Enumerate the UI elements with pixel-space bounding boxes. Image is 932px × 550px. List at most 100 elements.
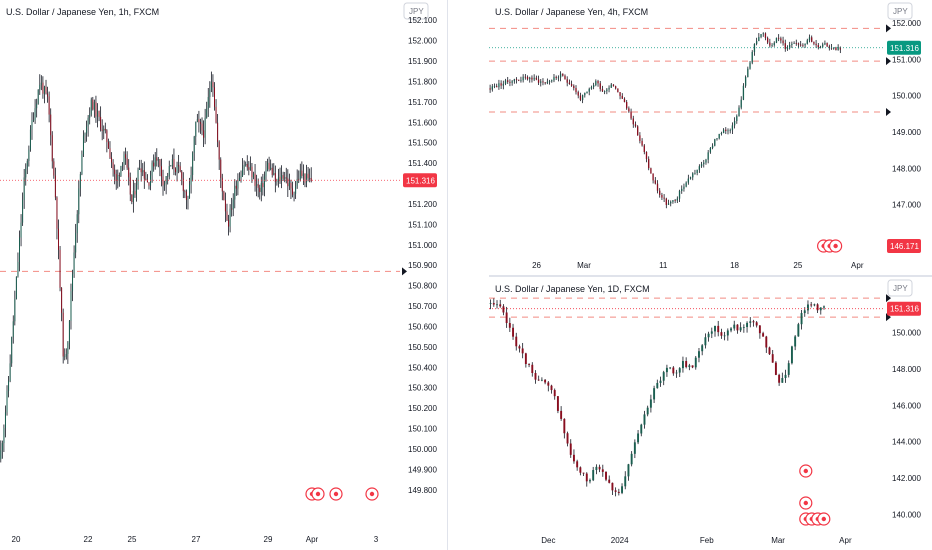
candle-body [603, 91, 606, 92]
candle-body [59, 249, 61, 288]
candle-body [749, 321, 752, 323]
pane-divider-vertical[interactable] [447, 0, 448, 550]
candle-body [260, 183, 262, 192]
candle-body [819, 46, 822, 48]
candle-body [592, 470, 595, 481]
candle-body [755, 322, 758, 326]
price-axis[interactable] [400, 0, 447, 550]
candle-body [165, 176, 167, 184]
candle-body [758, 325, 761, 334]
y-tick-label: 150.300 [408, 384, 437, 393]
candle-body [722, 129, 725, 133]
chart-pane-1d[interactable]: U.S. Dollar / Japanese Yen, 1D, FXCM JPY 1… [489, 277, 932, 550]
candle-body [234, 185, 236, 200]
y-tick-label: 152.000 [892, 19, 921, 28]
candle-body [808, 37, 811, 41]
candle-body [23, 177, 25, 200]
candle-body [581, 95, 584, 101]
candle-body [134, 190, 136, 195]
candle-body [826, 42, 828, 47]
candle-body [698, 166, 701, 170]
candle-body [301, 170, 303, 176]
chart-pane-1h[interactable]: U.S. Dollar / Japanese Yen, 1h, FXCM JPY 1… [0, 0, 447, 550]
y-tick-label: 150.500 [408, 343, 437, 352]
candle-body [498, 83, 500, 88]
candle-body [760, 34, 762, 37]
chart-1h[interactable]: U.S. Dollar / Japanese Yen, 1h, FXCM JPY1… [0, 0, 447, 550]
price-axis[interactable] [885, 277, 932, 550]
currency-box[interactable] [403, 2, 429, 20]
candle-body [768, 347, 771, 355]
candle-body [771, 354, 774, 363]
y-tick-label: 150.000 [892, 92, 921, 101]
candle-body [82, 135, 84, 155]
chart-4h[interactable]: U.S. Dollar / Japanese Yen, 4h, FXCM JPY 1… [489, 0, 932, 275]
last-price-badge[interactable] [887, 40, 921, 55]
candle-body [95, 102, 97, 117]
candle-body [752, 321, 755, 323]
candle-body [568, 82, 571, 84]
candle-body [553, 390, 556, 397]
candle-body [584, 92, 586, 96]
chart-pane-4h[interactable]: U.S. Dollar / Japanese Yen, 4h, FXCM JPY 1… [489, 0, 932, 275]
candle-body [513, 79, 515, 82]
candle-body [705, 159, 707, 163]
candle-body [515, 336, 518, 347]
candle-body [20, 222, 22, 238]
candle-body [120, 165, 122, 177]
candle-body [215, 106, 217, 123]
candle-body [800, 44, 802, 46]
candle-body [548, 81, 551, 83]
candle-body [282, 175, 284, 179]
chart-1d[interactable]: U.S. Dollar / Japanese Yen, 1D, FXCM JPY 1… [489, 277, 932, 550]
candle-body [228, 219, 230, 227]
event-dot-icon [803, 500, 808, 506]
candle-body [274, 173, 276, 182]
currency-box[interactable] [887, 279, 913, 297]
candle-body [790, 346, 793, 364]
last-price-badge[interactable] [887, 301, 921, 316]
candle-body [611, 482, 614, 491]
candle-body [115, 173, 117, 181]
pane-divider-horizontal[interactable] [489, 275, 932, 277]
candle-body [15, 276, 17, 299]
level-marker-icon [886, 108, 891, 116]
candle-body [823, 306, 825, 308]
candle-body [170, 165, 172, 167]
x-tick-label: 27 [192, 535, 201, 544]
currency-box[interactable] [887, 2, 913, 20]
candle-body [553, 76, 555, 81]
candle-body [237, 180, 239, 189]
candle-body [733, 324, 736, 329]
candle-body [295, 186, 297, 194]
candle-body [547, 382, 550, 386]
candle-body [306, 173, 308, 183]
candle-body [146, 180, 148, 183]
last-price-badge[interactable] [403, 173, 437, 188]
candle-body [136, 185, 137, 195]
candle-body [534, 373, 537, 380]
candle-body [641, 140, 643, 146]
candle-body [683, 186, 685, 189]
candles [0, 71, 312, 463]
y-tick-label: 150.400 [408, 363, 437, 372]
candle-body [270, 167, 272, 170]
candle-body [492, 303, 495, 305]
candle-body [610, 84, 612, 88]
candle-body [50, 114, 52, 136]
candle-body [833, 47, 835, 49]
candle-body [747, 68, 749, 78]
candle-body [131, 194, 133, 203]
candle-body [90, 99, 92, 115]
candle-body [232, 199, 234, 210]
candle-body [67, 342, 69, 354]
candle-body [782, 40, 784, 44]
second-price-badge[interactable] [887, 239, 921, 253]
candle-body [86, 126, 88, 134]
candle-body [53, 161, 55, 176]
candle-body [797, 324, 800, 337]
candle-body [797, 43, 800, 45]
candle-body [277, 176, 279, 181]
candle-body [508, 323, 511, 328]
candle-body [804, 43, 806, 46]
